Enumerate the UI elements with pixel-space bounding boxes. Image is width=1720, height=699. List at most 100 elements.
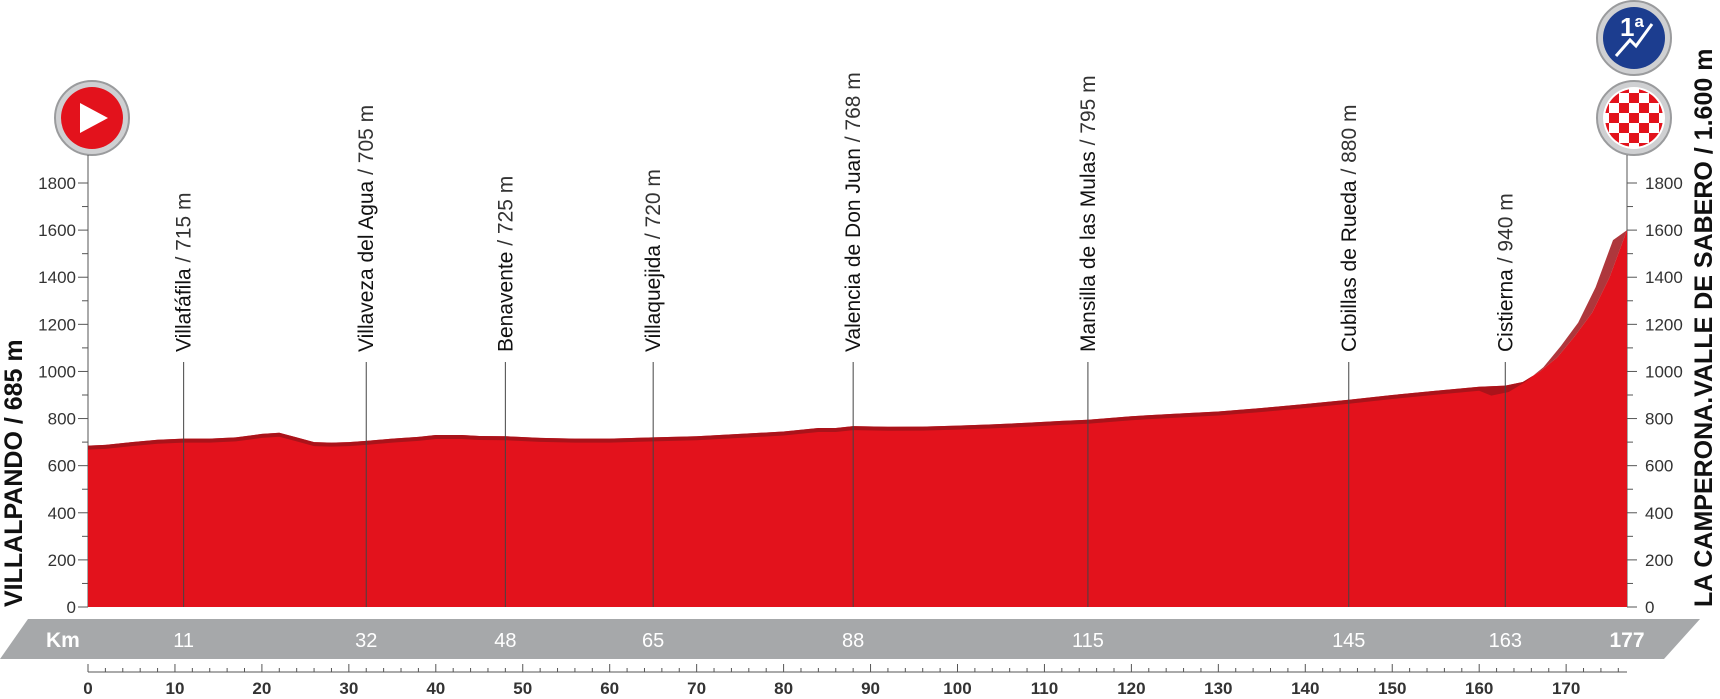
left-y-tick-label: 1000 xyxy=(38,362,76,381)
waypoint-name: Benavente xyxy=(494,252,517,352)
right-y-tick-label: 1200 xyxy=(1645,315,1683,334)
waypoint-separator: / xyxy=(842,131,865,149)
finish-label: LA CAMPERONA.VALLE DE SABERO / 1.600 m xyxy=(1690,49,1718,607)
waypoint-name: Villafáfila xyxy=(173,268,196,352)
x-tick-label: 30 xyxy=(339,679,358,698)
checker-square xyxy=(1629,133,1639,143)
right-y-tick-label: 1000 xyxy=(1645,362,1683,381)
checker-square xyxy=(1629,93,1639,103)
right-y-tick-label: 1400 xyxy=(1645,268,1683,287)
x-tick-label: 90 xyxy=(861,679,880,698)
waypoint-separator: / xyxy=(1494,252,1517,270)
checker-square xyxy=(1609,113,1619,123)
left-y-tick-label: 400 xyxy=(48,504,76,523)
waypoint-name: Villaquejida xyxy=(642,245,665,352)
play-icon xyxy=(80,103,108,133)
y-axis-group: 0 0 200 200 400 400 600 600 800 800 1000 1000 1200 12… xyxy=(38,160,1683,617)
km-band-group: Km 11 32 48 65 88 115 145 163 177 xyxy=(0,619,1700,659)
km-band-value: 88 xyxy=(842,630,864,652)
icons-group: 1ª xyxy=(54,0,1672,185)
climb-category-label: 1ª xyxy=(1620,12,1644,42)
km-band-value: 48 xyxy=(494,630,516,652)
x-tick-label: 10 xyxy=(165,679,184,698)
checkered-flag-icon xyxy=(1605,89,1663,147)
x-tick-label: 50 xyxy=(513,679,532,698)
km-band-value: 163 xyxy=(1489,630,1522,652)
start-label: VILLALPANDO / 685 m xyxy=(0,339,28,607)
checker-square xyxy=(1609,133,1619,143)
checker-square xyxy=(1649,113,1659,123)
waypoint-label: Villafáfila / 715 m xyxy=(173,192,196,352)
x-tick-label: 0 xyxy=(83,679,92,698)
waypoint-name: Valencia de Don Juan xyxy=(842,148,865,352)
checker-square xyxy=(1639,89,1649,93)
waypoint-altitude: 705 m xyxy=(355,105,378,163)
waypoint-label: Benavente / 725 m xyxy=(494,176,517,352)
checker-square xyxy=(1649,93,1659,103)
x-tick-label: 170 xyxy=(1552,679,1580,698)
waypoints-group: Villafáfila / 715 m Villaveza del Agua / … xyxy=(173,72,1517,607)
right-y-tick-label: 200 xyxy=(1645,551,1673,570)
checker-square xyxy=(1619,143,1629,147)
waypoint-name: Villaveza del Agua xyxy=(355,180,378,352)
x-tick-label: 130 xyxy=(1204,679,1232,698)
x-tick-label: 20 xyxy=(252,679,271,698)
waypoint-label: Villaveza del Agua / 705 m xyxy=(355,105,378,352)
right-y-tick-label: 400 xyxy=(1645,504,1673,523)
x-tick-label: 140 xyxy=(1291,679,1319,698)
x-tick-label: 80 xyxy=(774,679,793,698)
km-band-value: 177 xyxy=(1609,629,1644,652)
checker-square xyxy=(1609,93,1619,103)
checker-square xyxy=(1649,133,1659,143)
waypoint-name: Cubillas de Rueda xyxy=(1338,180,1361,352)
waypoint-label: Cubillas de Rueda / 880 m xyxy=(1338,105,1361,353)
km-band xyxy=(0,619,1700,659)
left-y-tick-label: 0 xyxy=(67,598,76,617)
waypoint-separator: / xyxy=(355,163,378,181)
checker-square xyxy=(1629,113,1639,123)
checker-square xyxy=(1659,103,1663,113)
x-tick-label: 100 xyxy=(943,679,971,698)
left-y-tick-label: 1600 xyxy=(38,221,76,240)
x-tick-label: 110 xyxy=(1031,679,1058,698)
left-y-tick-label: 1800 xyxy=(38,174,76,193)
waypoint-name: Cistierna xyxy=(1494,269,1517,352)
waypoint-altitude: 725 m xyxy=(494,176,517,234)
profile-area xyxy=(88,230,1627,607)
checker-square xyxy=(1605,123,1609,133)
waypoint-separator: / xyxy=(642,227,665,245)
km-band-value: 11 xyxy=(173,630,194,652)
km-band-heading: Km xyxy=(46,629,80,652)
left-y-tick-label: 600 xyxy=(48,457,76,476)
checker-square xyxy=(1639,123,1649,133)
x-tick-label: 40 xyxy=(426,679,445,698)
left-y-tick-label: 1400 xyxy=(38,268,76,287)
waypoint-label: Villaquejida / 720 m xyxy=(642,169,665,352)
right-y-tick-label: 1800 xyxy=(1645,174,1683,193)
waypoint-label: Valencia de Don Juan / 768 m xyxy=(842,72,865,352)
waypoint-label: Cistierna / 940 m xyxy=(1494,193,1517,352)
x-tick-label: 60 xyxy=(600,679,619,698)
end-labels-group: VILLALPANDO / 685 m LA CAMPERONA.VALLE DE… xyxy=(0,49,1718,607)
waypoint-altitude: 715 m xyxy=(173,192,196,250)
checker-square xyxy=(1619,103,1629,113)
waypoint-separator: / xyxy=(494,234,517,252)
waypoint-altitude: 940 m xyxy=(1494,193,1517,251)
x-axis-group: 0 10 20 30 40 50 60 70 80 90 100 110 120 130 140 150 160… xyxy=(83,664,1627,698)
left-y-tick-label: 1200 xyxy=(38,315,76,334)
km-band-value: 145 xyxy=(1332,630,1365,652)
waypoint-separator: / xyxy=(1077,134,1100,152)
checker-square xyxy=(1659,123,1663,133)
checker-square xyxy=(1639,103,1649,113)
right-y-tick-label: 0 xyxy=(1645,598,1654,617)
waypoint-altitude: 880 m xyxy=(1338,105,1361,163)
checker-square xyxy=(1619,123,1629,133)
waypoint-separator: / xyxy=(1338,163,1361,181)
checker-square xyxy=(1619,89,1629,93)
checker-square xyxy=(1605,103,1609,113)
profile-area-group xyxy=(88,230,1627,607)
waypoint-separator: / xyxy=(173,251,196,269)
x-tick-label: 120 xyxy=(1117,679,1145,698)
mountain-icon xyxy=(1614,23,1654,57)
left-y-tick-label: 800 xyxy=(48,410,76,429)
